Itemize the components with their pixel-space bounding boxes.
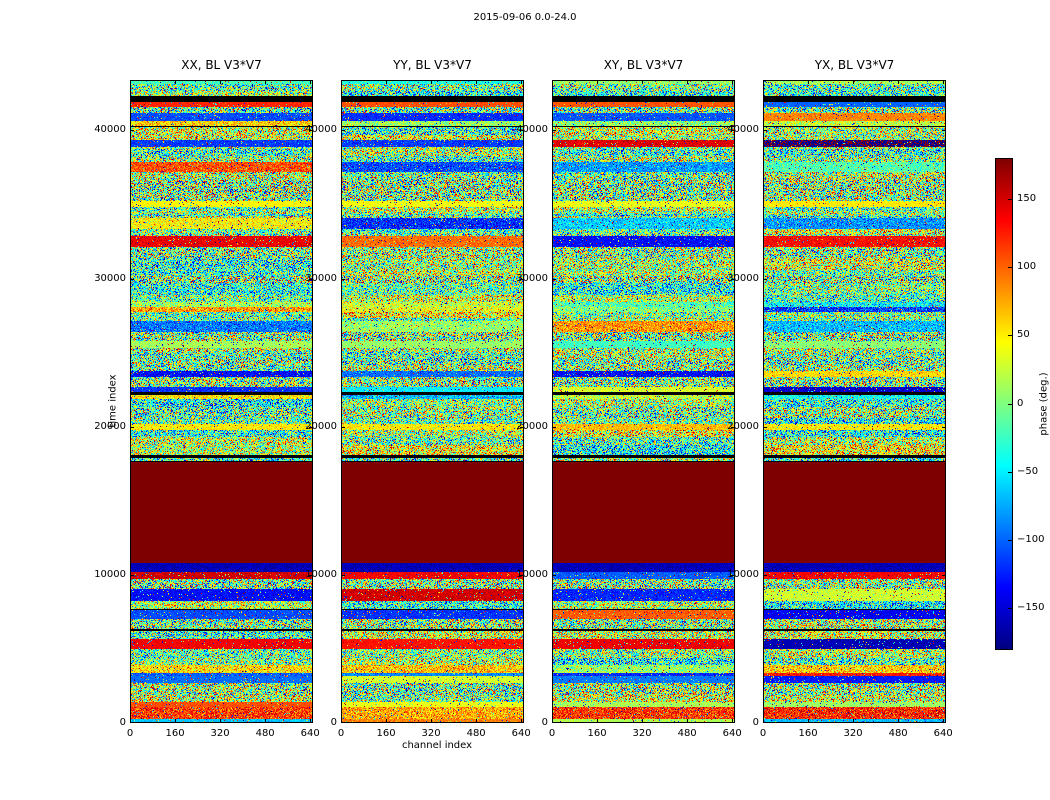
x-tick-label: 0 bbox=[548, 728, 556, 739]
x-tick-label: 160 bbox=[165, 728, 185, 739]
figure-title: 2015-09-06 0.0-24.0 bbox=[473, 12, 577, 23]
y-tick-label: 10000 bbox=[516, 568, 548, 580]
x-tick-label: 480 bbox=[466, 728, 486, 739]
y-tick-label: 20000 bbox=[305, 420, 337, 432]
x-tick-label: 640 bbox=[300, 728, 320, 739]
y-tick-label: 20000 bbox=[516, 420, 548, 432]
colorbar-tick-label: −50 bbox=[1017, 465, 1039, 477]
y-axis-label: time index bbox=[107, 374, 119, 428]
x-tick-label: 320 bbox=[421, 728, 441, 739]
colorbar-label: phase (deg.) bbox=[1038, 372, 1050, 436]
panel-title-xy: XY, BL V3*V7 bbox=[603, 58, 684, 72]
colorbar-canvas bbox=[995, 158, 1013, 650]
colorbar-tick-label: 150 bbox=[1017, 192, 1037, 204]
x-tick-label: 160 bbox=[376, 728, 396, 739]
y-tick-label: 30000 bbox=[94, 272, 126, 284]
y-tick-label: 40000 bbox=[305, 124, 337, 136]
y-tick-label: 30000 bbox=[305, 272, 337, 284]
y-tick-label: 30000 bbox=[516, 272, 548, 284]
x-tick-label: 0 bbox=[126, 728, 134, 739]
y-tick-label: 10000 bbox=[305, 568, 337, 580]
x-tick-label: 480 bbox=[888, 728, 908, 739]
x-tick-label: 160 bbox=[798, 728, 818, 739]
y-tick-label: 40000 bbox=[94, 124, 126, 136]
x-tick-label: 640 bbox=[722, 728, 742, 739]
x-tick-label: 0 bbox=[337, 728, 345, 739]
heatmap-canvas-xy bbox=[552, 80, 735, 723]
heatmap-canvas-yy bbox=[341, 80, 524, 723]
heatmap-canvas-xx bbox=[130, 80, 313, 723]
colorbar-tick-label: 0 bbox=[1017, 397, 1024, 409]
y-tick-label: 10000 bbox=[94, 568, 126, 580]
panel-title-xx: XX, BL V3*V7 bbox=[181, 58, 262, 72]
y-tick-label: 40000 bbox=[727, 124, 759, 136]
y-tick-label: 40000 bbox=[516, 124, 548, 136]
heatmap-canvas-yx bbox=[763, 80, 946, 723]
y-tick-label: 0 bbox=[752, 717, 759, 728]
colorbar-tick-label: −100 bbox=[1017, 533, 1045, 545]
panel-title-yx: YX, BL V3*V7 bbox=[814, 58, 895, 72]
x-tick-label: 480 bbox=[255, 728, 275, 739]
panel-title-yy: YY, BL V3*V7 bbox=[393, 58, 472, 72]
x-tick-label: 640 bbox=[933, 728, 953, 739]
x-tick-label: 640 bbox=[511, 728, 531, 739]
x-tick-label: 160 bbox=[587, 728, 607, 739]
x-tick-label: 320 bbox=[210, 728, 230, 739]
y-tick-label: 0 bbox=[541, 717, 548, 728]
y-tick-label: 10000 bbox=[727, 568, 759, 580]
x-tick-label: 320 bbox=[843, 728, 863, 739]
x-tick-label: 480 bbox=[677, 728, 697, 739]
colorbar-tick-label: 100 bbox=[1017, 261, 1037, 273]
x-tick-label: 0 bbox=[759, 728, 767, 739]
x-tick-label: 320 bbox=[632, 728, 652, 739]
x-axis-label: channel index bbox=[401, 740, 473, 751]
y-tick-label: 30000 bbox=[727, 272, 759, 284]
colorbar-tick-label: 50 bbox=[1017, 329, 1030, 341]
colorbar-tick-label: −150 bbox=[1017, 602, 1045, 614]
y-tick-label: 20000 bbox=[94, 420, 126, 432]
y-tick-label: 0 bbox=[330, 717, 337, 728]
y-tick-label: 20000 bbox=[727, 420, 759, 432]
y-tick-label: 0 bbox=[119, 717, 126, 728]
